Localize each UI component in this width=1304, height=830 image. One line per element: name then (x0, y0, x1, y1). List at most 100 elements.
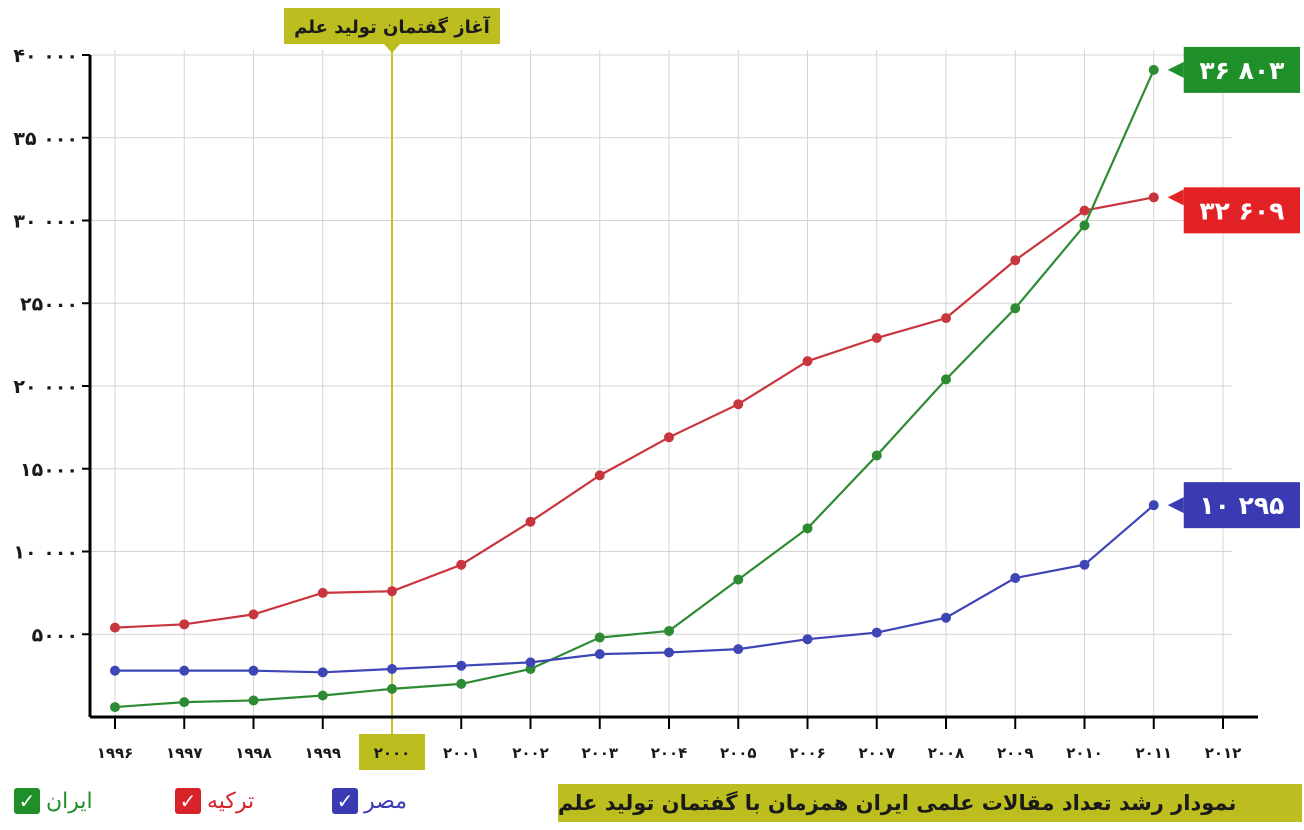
data-point (1079, 205, 1090, 216)
data-point (871, 450, 882, 461)
x-tick-label: ۱۹۹۶ (97, 744, 134, 762)
legend-item-egypt: ✓ مصر (332, 788, 407, 814)
check-icon: ✓ (175, 788, 201, 814)
x-tick-label: ۲۰۰۲ (512, 744, 549, 762)
data-point (456, 559, 467, 570)
legend-item-turkey: ✓ ترکیه (175, 788, 254, 814)
data-point (317, 690, 328, 701)
check-icon: ✓ (332, 788, 358, 814)
legend-label: مصر (364, 788, 408, 814)
data-point (1079, 220, 1090, 231)
x-tick-label: ۲۰۰۸ (928, 744, 965, 762)
callout-box (1183, 187, 1300, 234)
data-point (248, 665, 259, 676)
x-tick-label: ۱۹۹۹ (304, 744, 341, 762)
callout-label: ۱۰ ۲۹۵ (1199, 491, 1284, 520)
grid (90, 50, 1232, 717)
x-axis-ticks: ۱۹۹۶ ۱۹۹۷ ۱۹۹۸ ۱۹۹۹ ۲۰۰۰ ۲۰۰۱ ۲۰۰۲ ۲۰۰۳ ۲۰۰۴ ۲۰۰۵… (97, 717, 1242, 770)
x-tick-label: ۲۰۰۶ (789, 744, 826, 762)
data-point (941, 612, 951, 623)
data-point (941, 313, 951, 324)
x-tick-label: ۲۰۰۳ (581, 744, 618, 762)
data-point (1079, 559, 1090, 570)
data-point (871, 627, 882, 638)
x-tick-label: ۲۰۰۷ (858, 744, 895, 762)
data-point (733, 574, 744, 585)
legend-label: ایران (46, 788, 93, 814)
series-line (114, 196, 1154, 629)
data-point (456, 660, 467, 671)
x-tick-label: ۲۰۰۹ (997, 744, 1034, 762)
x-tick-label: ۱۹۹۷ (166, 744, 203, 762)
data-point (664, 625, 674, 636)
chart-title: نمودار رشد تعداد مقالات علمی ایران همزما… (558, 784, 1302, 822)
y-tick-label: ۱۰ ۰۰۰ (13, 542, 78, 564)
marker-label-box (284, 8, 500, 44)
data-point (110, 622, 120, 633)
data-point (594, 632, 605, 643)
data-point (525, 516, 536, 527)
marker-label: آغاز گفتمان تولید علم (294, 15, 490, 38)
y-tick-label: ۵۰۰۰ (32, 624, 78, 646)
data-point (871, 333, 882, 344)
x-tick-label: ۲۰۱۱ (1135, 744, 1172, 762)
data-point (525, 657, 536, 668)
x-tick-label: ۲۰۱۰ (1066, 744, 1103, 762)
series-line (114, 69, 1155, 709)
x-tick-label: ۲۰۰۰ (374, 744, 411, 762)
callout-label: ۳۶ ۸۰۳ (1199, 56, 1284, 85)
data-point (802, 523, 813, 534)
data-point (179, 619, 190, 630)
series-callouts: ۳۲ ۶۰۹ ۳۶ ۸۰۳ ۱۰ ۲۹۵ (1167, 46, 1300, 529)
start-marker: آغاز گفتمان تولید علم (284, 8, 500, 734)
data-point (387, 664, 397, 675)
data-point (110, 702, 120, 713)
data-point (802, 356, 813, 367)
x-tick-label: ۲۰۰۴ (651, 744, 688, 762)
data-point (179, 697, 190, 708)
callout-pointer (1167, 497, 1184, 514)
data-point (1148, 500, 1159, 511)
check-icon: ✓ (14, 788, 40, 814)
data-point (456, 678, 467, 689)
x-tick-label: ۲۰۰۱ (443, 744, 480, 762)
data-point (1148, 192, 1159, 203)
data-point (110, 665, 120, 676)
y-tick-label: ۴۰ ۰۰۰ (13, 45, 78, 67)
data-point (664, 432, 674, 443)
y-tick-label: ۲۰ ۰۰۰ (13, 376, 78, 398)
y-axis-ticks: ۵۰۰۰ ۱۰ ۰۰۰ ۱۵۰۰۰ ۲۰ ۰۰۰ ۲۵۰۰۰ ۳۰ ۰۰۰ ۳۵ ۰۰۰ ۴۰… (13, 45, 90, 646)
marker-year-highlight (359, 734, 425, 770)
x-tick-label: ۲۰۱۲ (1205, 744, 1242, 762)
data-point (387, 586, 397, 597)
y-tick-label: ۱۵۰۰۰ (20, 459, 78, 481)
y-tick-label: ۳۵ ۰۰۰ (13, 128, 78, 150)
y-tick-label: ۲۵۰۰۰ (20, 293, 78, 315)
legend-item-iran: ✓ ایران (14, 788, 93, 814)
data-point (248, 609, 259, 620)
data-point (594, 649, 605, 660)
data-point (733, 399, 744, 410)
legend-label: ترکیه (207, 788, 255, 814)
data-point (1010, 572, 1021, 583)
data-point (733, 644, 744, 655)
data-point (387, 683, 397, 694)
data-point (1010, 303, 1021, 314)
series-lines (110, 64, 1159, 713)
callout-box (1183, 46, 1300, 93)
data-point (664, 647, 674, 658)
data-point (594, 470, 605, 481)
callout-label: ۳۲ ۶۰۹ (1199, 196, 1284, 225)
callout-box (1183, 482, 1300, 529)
y-tick-label: ۳۰ ۰۰۰ (13, 211, 78, 233)
data-point (1010, 255, 1021, 266)
x-tick-label: ۲۰۰۵ (720, 744, 757, 762)
callout-pointer (1167, 189, 1184, 206)
data-point (179, 665, 190, 676)
data-point (248, 695, 259, 706)
data-point (317, 587, 328, 598)
data-point (802, 634, 813, 645)
callout-pointer (1167, 61, 1184, 78)
data-point (317, 667, 328, 678)
